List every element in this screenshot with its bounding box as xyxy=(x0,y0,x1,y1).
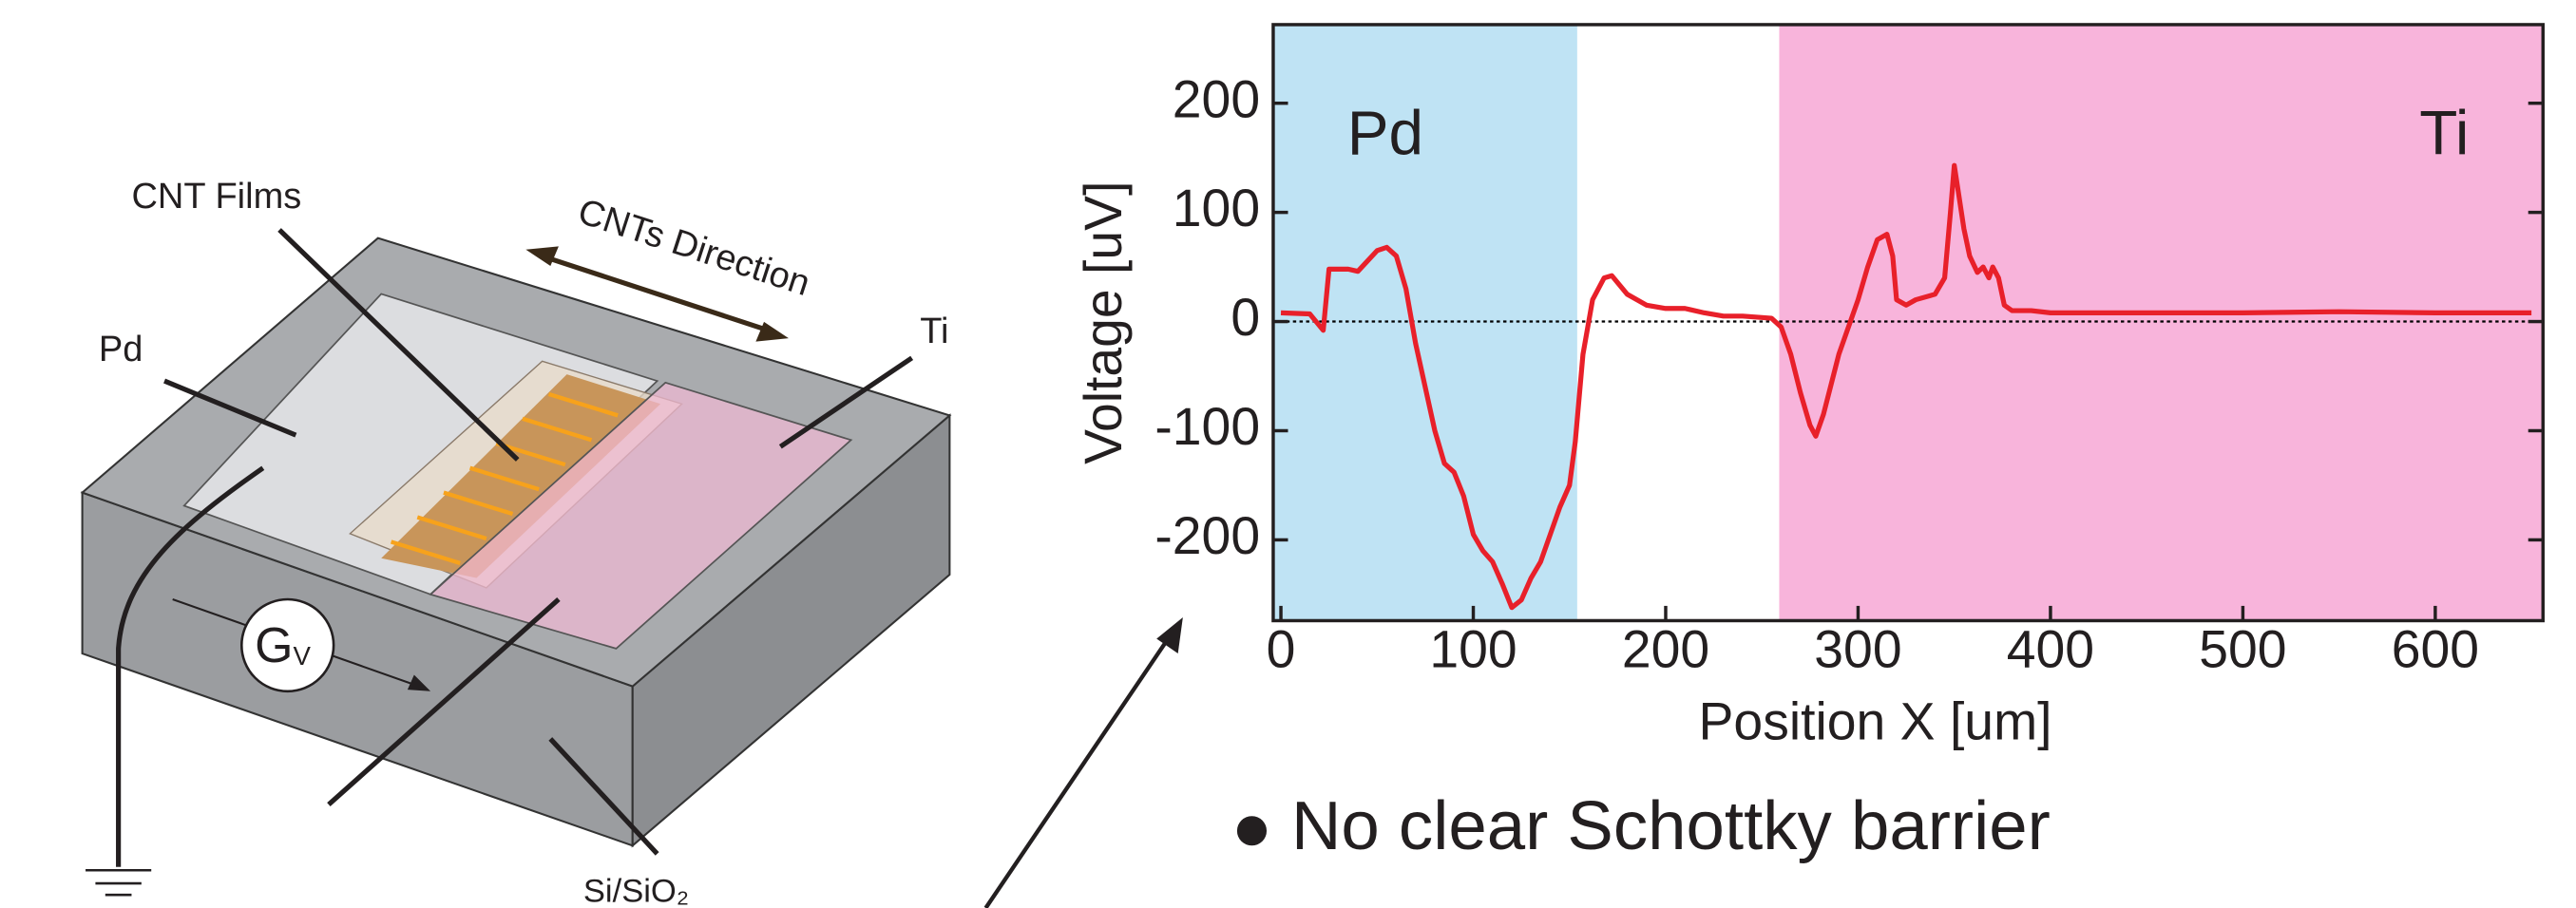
x-axis-title: Position X [um] xyxy=(1699,692,2052,751)
y-tick-label: 200 xyxy=(1173,69,1260,128)
region xyxy=(1779,24,2544,621)
pd-label: Pd xyxy=(99,330,143,369)
ti-label: Ti xyxy=(920,312,948,351)
x-tick-label: 0 xyxy=(1267,620,1296,679)
cnt-films-label: CNT Films xyxy=(131,177,301,217)
x-tick-label: 600 xyxy=(2392,620,2479,679)
bullet xyxy=(1236,816,1268,846)
y-tick-label: 0 xyxy=(1231,288,1260,347)
meter-label: GV xyxy=(255,617,311,672)
region-label: Pd xyxy=(1347,99,1423,168)
direction-label: CNTs Direction xyxy=(573,192,814,304)
meter-subscript: V xyxy=(293,642,311,672)
x-tick-label: 400 xyxy=(2007,620,2094,679)
x-tick-label: 100 xyxy=(1429,620,1517,679)
y-axis-title: Voltage [uV] xyxy=(1074,181,1133,464)
ti-pad xyxy=(429,381,853,650)
x-tick-label: 500 xyxy=(2199,620,2286,679)
cnt-stripes xyxy=(390,391,619,566)
device-diagram: GV CNTs Direction CNT Films Pd Ti Si/SiO… xyxy=(80,177,952,908)
note: No clear Schottky barrier xyxy=(1291,787,2051,864)
pointer-arrow xyxy=(983,633,1174,908)
leader-lines xyxy=(116,228,914,867)
data-line xyxy=(1280,162,2532,611)
ground xyxy=(86,868,152,897)
arrow-head xyxy=(755,321,789,342)
meter-symbol: G xyxy=(255,617,293,672)
y-tick-label: -200 xyxy=(1154,506,1260,565)
arrow-head xyxy=(407,674,431,691)
y-tick-label: 100 xyxy=(1173,179,1260,237)
direction-arrow xyxy=(541,254,773,334)
x-tick-label: 200 xyxy=(1622,620,1709,679)
arrow-head xyxy=(1156,617,1183,654)
arrow-head xyxy=(525,246,559,267)
substrate-label: Si/SiO₂ xyxy=(583,874,689,908)
meter xyxy=(239,597,335,693)
region-label: Ti xyxy=(2419,99,2469,168)
x-tick-label: 300 xyxy=(1814,620,1901,679)
y-tick-label: -100 xyxy=(1154,397,1260,456)
chart: Pd Ti -200 -100 0 100 200 0 100 200 300 400 500 600 Po… xyxy=(1074,23,2545,751)
